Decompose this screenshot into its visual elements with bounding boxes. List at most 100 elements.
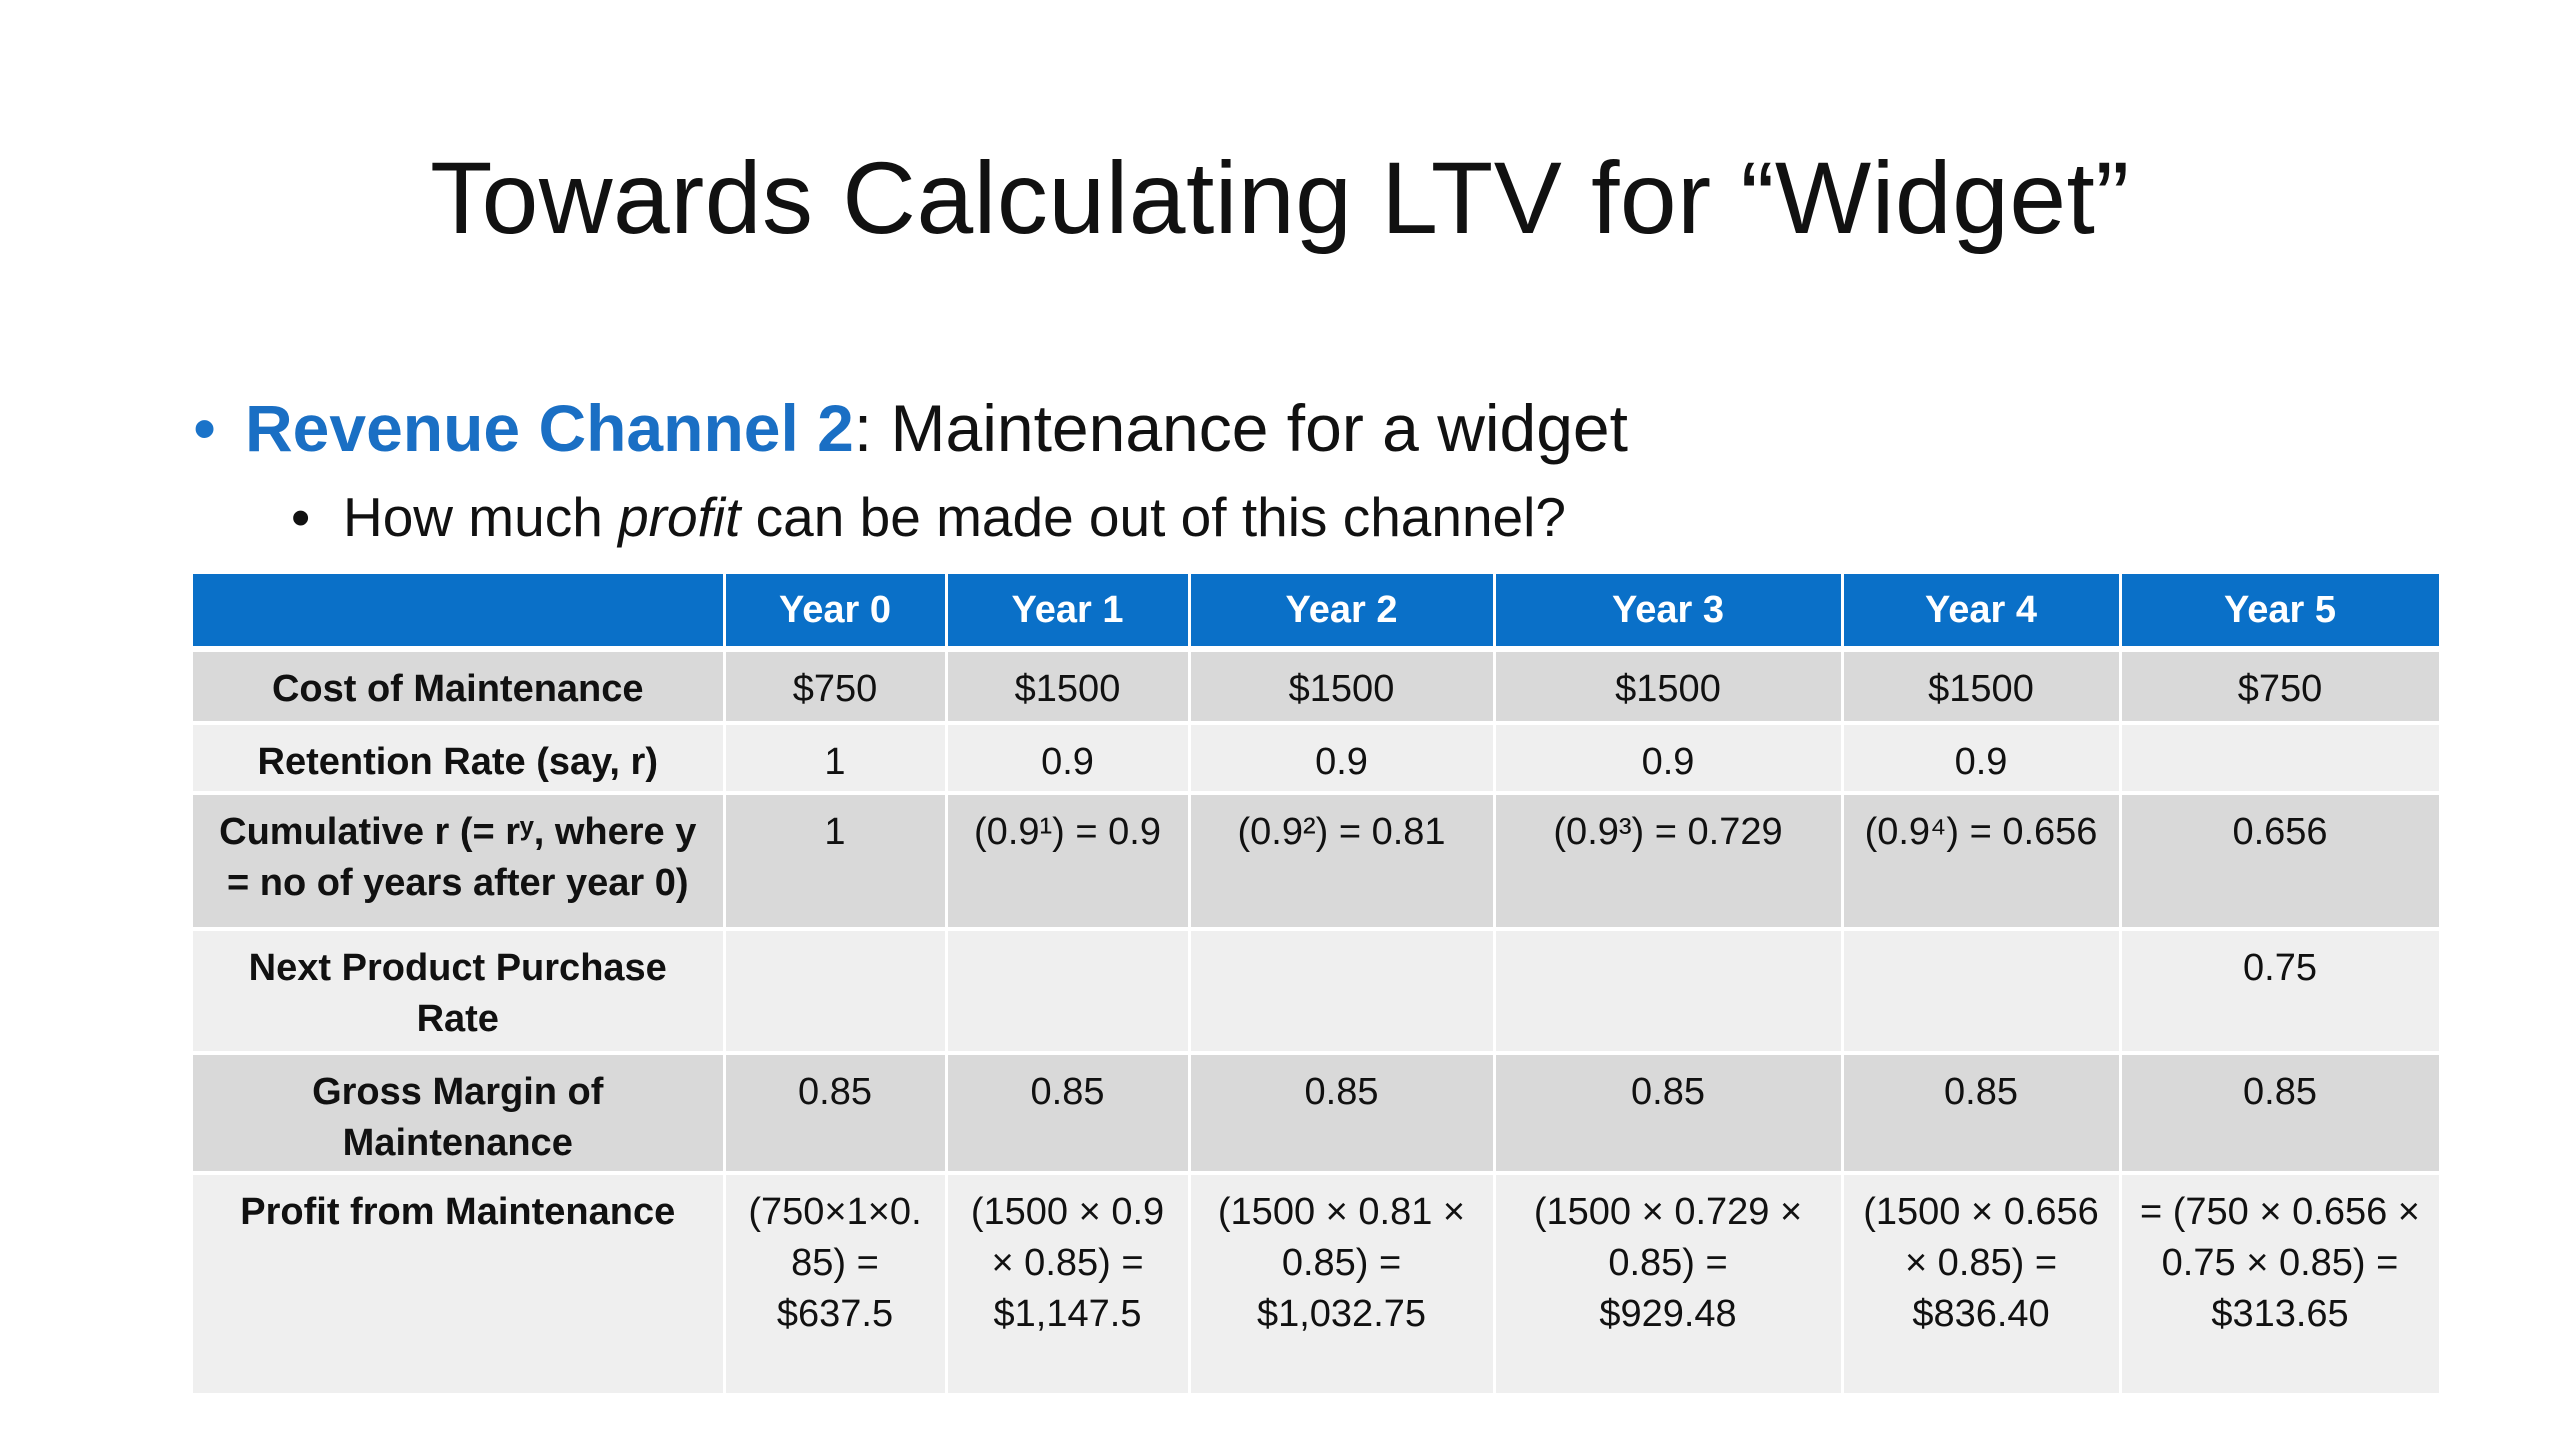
- cell-line: 0.85: [2243, 1071, 2317, 1113]
- row-label: Next Product Purchase Rate: [193, 929, 726, 1055]
- cell-line: $637.5: [776, 1293, 894, 1335]
- table-cell: (1500 × 0.81 × 0.85) = $1,032.75: [1189, 1173, 1496, 1397]
- table-cell: = (750 × 0.656 × 0.75 × 0.85) = $313.65: [2120, 1173, 2442, 1397]
- row-label-line: Profit from Maintenance: [240, 1191, 676, 1233]
- header-cell: [193, 574, 726, 652]
- header-cell: Year 5: [2120, 574, 2442, 652]
- cell-line: 0.85) =: [1608, 1242, 1728, 1284]
- row-label-line: Cost of Maintenance: [271, 668, 644, 710]
- table-cell: 1: [724, 723, 948, 795]
- table-row: Profit from Maintenance (750×1×0. 85) = $63…: [193, 1173, 2442, 1397]
- table-row: Cumulative r (= rʸ, where y = no of years…: [193, 793, 2442, 931]
- cell-line: × 0.85) =: [1904, 1242, 2058, 1284]
- cell-line: 1: [824, 741, 846, 783]
- cell-line: (1500 × 0.9: [970, 1191, 1165, 1233]
- table-cell: 0.85: [724, 1053, 948, 1175]
- bullet-text: : Maintenance for a widget: [853, 391, 1628, 465]
- table-cell: 0.9: [946, 723, 1191, 795]
- row-label-line: Next Product Purchase: [248, 947, 667, 989]
- cell-line: (1500 × 0.656: [1863, 1191, 2099, 1233]
- cell-line: 0.75: [2243, 947, 2317, 989]
- cell-line: 0.85: [1631, 1071, 1705, 1113]
- table-cell: 0.85: [1494, 1053, 1844, 1175]
- table-cell: $750: [2120, 649, 2442, 725]
- cell-line: $1500: [1928, 668, 2034, 710]
- table-cell: [946, 929, 1191, 1055]
- cell-line: (1500 × 0.81 ×: [1217, 1191, 1466, 1233]
- slide-title: Towards Calculating LTV for “Widget”: [430, 141, 2130, 255]
- header-cell: Year 0: [724, 574, 948, 652]
- header-cell: Year 2: [1189, 574, 1496, 652]
- cell-line: (750×1×0.: [748, 1191, 922, 1233]
- cell-line: 0.9: [1954, 741, 2008, 783]
- table-cell: [2120, 723, 2442, 795]
- table-cell: 0.9: [1842, 723, 2122, 795]
- row-label-line: = no of years after year 0): [227, 862, 689, 904]
- row-label-line: Retention Rate (say, r): [257, 741, 658, 783]
- table-cell: 0.75: [2120, 929, 2442, 1055]
- cell-line: 0.85) =: [1281, 1242, 1402, 1284]
- header-cell: Year 4: [1842, 574, 2122, 652]
- table-cell: [1494, 929, 1844, 1055]
- table-cell: $750: [724, 649, 948, 725]
- table-cell: (0.9²) = 0.81: [1189, 793, 1496, 931]
- table-cell: 0.85: [1189, 1053, 1496, 1175]
- table-cell: (0.9¹) = 0.9: [946, 793, 1191, 931]
- cell-line: $929.48: [1599, 1293, 1737, 1335]
- sub-bullet-marker: •: [291, 486, 311, 548]
- cell-line: (0.9³) = 0.729: [1553, 811, 1783, 853]
- sub-bullet-text-pre: How much: [343, 486, 619, 548]
- bullet-highlight: Revenue Channel 2: [245, 391, 854, 465]
- header-cell: Year 1: [946, 574, 1191, 652]
- bullet-revenue-channel: • Revenue Channel 2: Maintenance for a wi…: [193, 390, 1628, 466]
- sub-bullet-emphasis: profit: [618, 486, 741, 548]
- cell-line: 0.75 × 0.85) =: [2161, 1242, 2399, 1284]
- table-cell: 1: [724, 793, 948, 931]
- ltv-table: Year 0 Year 1 Year 2 Year 3 Year 4 Year …: [193, 574, 2442, 1397]
- table-cell: 0.85: [1842, 1053, 2122, 1175]
- cell-line: 0.9: [1315, 741, 1368, 783]
- table-cell: 0.85: [2120, 1053, 2442, 1175]
- header-cell: Year 3: [1494, 574, 1844, 652]
- cell-line: $750: [2237, 668, 2323, 710]
- row-label-line: Cumulative r (= rʸ, where y: [219, 811, 697, 853]
- row-label: Gross Margin of Maintenance: [193, 1053, 726, 1175]
- table-cell: (1500 × 0.9 × 0.85) = $1,147.5: [946, 1173, 1191, 1397]
- table-cell: 0.9: [1494, 723, 1844, 795]
- cell-line: 0.85: [1030, 1071, 1105, 1113]
- table-cell: (750×1×0. 85) = $637.5: [724, 1173, 948, 1397]
- cell-line: 0.9: [1041, 741, 1094, 783]
- table-cell: (1500 × 0.656 × 0.85) = $836.40: [1842, 1173, 2122, 1397]
- cell-line: 0.85: [1944, 1071, 2018, 1113]
- cell-line: 85) =: [791, 1242, 879, 1284]
- table-cell: $1500: [1842, 649, 2122, 725]
- cell-line: (0.9²) = 0.81: [1237, 811, 1446, 853]
- cell-line: 1: [824, 811, 846, 853]
- cell-line: $1,147.5: [993, 1293, 1142, 1335]
- row-label: Retention Rate (say, r): [193, 723, 726, 795]
- cell-line: 0.85: [1304, 1071, 1379, 1113]
- row-label: Cost of Maintenance: [193, 649, 726, 725]
- cell-line: 0.656: [2232, 811, 2328, 853]
- table-row: Gross Margin of Maintenance 0.85 0.85 0.85 0.…: [193, 1053, 2442, 1175]
- cell-line: $750: [792, 668, 878, 710]
- table-cell: (0.9⁴) = 0.656: [1842, 793, 2122, 931]
- bullet-marker: •: [193, 391, 217, 465]
- row-label-line: Rate: [416, 998, 499, 1040]
- sub-bullet-text-post: can be made out of this channel?: [740, 486, 1566, 548]
- cell-line: (0.9⁴) = 0.656: [1864, 811, 2098, 853]
- table-cell: $1500: [946, 649, 1191, 725]
- table-cell: [1842, 929, 2122, 1055]
- cell-line: 0.9: [1641, 741, 1695, 783]
- cell-line: (1500 × 0.729 ×: [1533, 1191, 1803, 1233]
- table-cell: 0.9: [1189, 723, 1496, 795]
- sub-bullet-profit-question: • How much profit can be made out of this…: [291, 485, 1566, 549]
- table-cell: 0.656: [2120, 793, 2442, 931]
- table-cell: [1189, 929, 1496, 1055]
- table-cell: [724, 929, 948, 1055]
- cell-line: $1,032.75: [1256, 1293, 1427, 1335]
- table-row: Retention Rate (say, r) 1 0.9 0.9 0.9 0.9: [193, 723, 2442, 795]
- cell-line: = (750 × 0.656 ×: [2140, 1191, 2420, 1233]
- row-label: Cumulative r (= rʸ, where y = no of years…: [193, 793, 726, 931]
- table-header-row: Year 0 Year 1 Year 2 Year 3 Year 4 Year …: [193, 574, 2442, 652]
